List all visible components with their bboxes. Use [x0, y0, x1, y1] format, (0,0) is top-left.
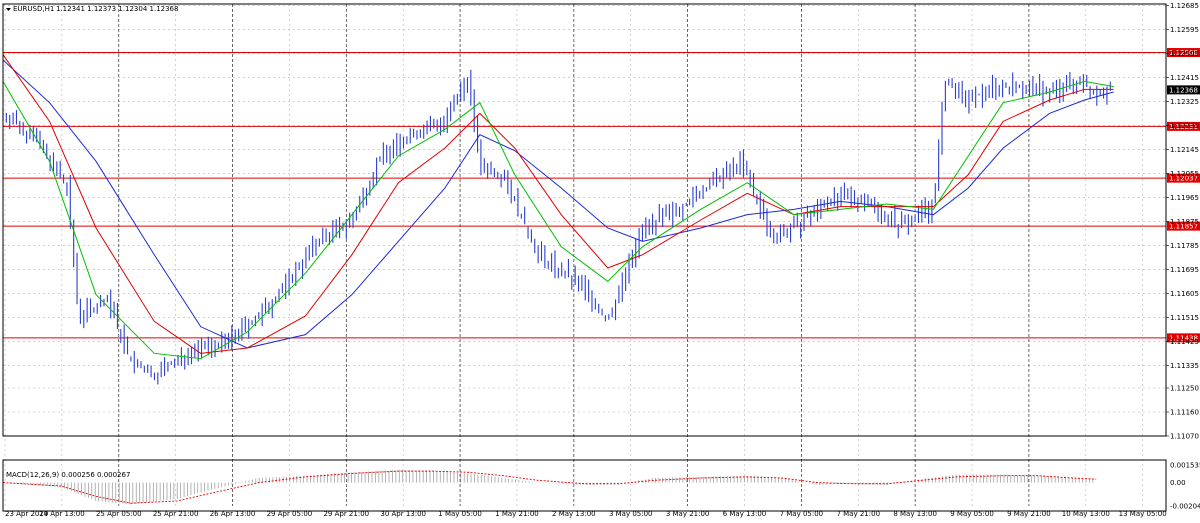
y-tick-label: 1.11785 — [1170, 242, 1199, 250]
y-tick-label: 1.11515 — [1170, 314, 1199, 322]
chart-header: EURUSD,H1 1.12341 1.12373 1.12304 1.1236… — [6, 5, 178, 13]
x-tick-label: 23 Apr 2019 — [5, 510, 48, 518]
macd-y-tick-label: -0.002041 — [1170, 503, 1200, 511]
ma-slow-line — [2, 59, 1114, 349]
level-tag-label: 1.12037 — [1169, 175, 1198, 183]
x-tick-label: 9 May 05:00 — [950, 510, 994, 518]
macd-title: MACD(12,26,9) 0.000256 0.000267 — [6, 471, 130, 479]
y-tick-label: 1.11160 — [1170, 409, 1199, 417]
price-panel-frame — [2, 3, 1167, 437]
level-tag-label: 1.12231 — [1169, 123, 1198, 131]
macd-panel-frame — [2, 459, 1167, 512]
macd-indicator — [2, 470, 1097, 505]
macd-signal-line — [2, 470, 1097, 504]
y-tick-label: 1.12415 — [1170, 74, 1199, 82]
x-tick-label: 25 Apr 21:00 — [153, 510, 199, 518]
macd-y-tick-label: 0.001535 — [1170, 462, 1200, 470]
x-tick-label: 1 May 05:00 — [438, 510, 482, 518]
x-tick-label: 1 May 21:00 — [495, 510, 539, 518]
x-tick-label: 24 Apr 13:00 — [39, 510, 85, 518]
ma-mid-line — [2, 54, 1114, 354]
ma-fast-line — [2, 80, 1114, 360]
price-candles — [2, 69, 1111, 385]
macd-y-tick-label: 0.00 — [1170, 479, 1186, 487]
level-tag — [1167, 121, 1200, 131]
y-tick-label: 1.11965 — [1170, 194, 1199, 202]
y-tick-label: 1.11425 — [1170, 338, 1199, 346]
level-tag — [1167, 173, 1200, 183]
level-tag — [1167, 333, 1200, 343]
y-tick-label: 1.11070 — [1170, 433, 1199, 441]
y-tick-label: 1.11875 — [1170, 218, 1199, 226]
y-tick-label: 1.12055 — [1170, 170, 1199, 178]
x-tick-label: 29 Apr 05:00 — [267, 510, 313, 518]
x-tick-label: 6 May 13:00 — [723, 510, 767, 518]
level-tag — [1167, 48, 1200, 58]
y-tick-label: 1.12595 — [1170, 26, 1199, 34]
level-tag-label: 1.11857 — [1169, 223, 1198, 231]
y-tick-label: 1.12145 — [1170, 146, 1199, 154]
y-tick-label: 1.12235 — [1170, 122, 1199, 130]
last-price-tag — [1167, 85, 1200, 95]
x-tick-label: 7 May 05:00 — [780, 510, 824, 518]
level-tag-label: 1.11438 — [1169, 334, 1198, 342]
x-tick-label: 29 Apr 21:00 — [323, 510, 369, 518]
x-tick-label: 7 May 21:00 — [836, 510, 880, 518]
last-price-label: 1.12368 — [1169, 86, 1198, 94]
symbol-label: EURUSD,H1 — [13, 5, 54, 13]
level-tag-label: 1.12508 — [1169, 49, 1198, 57]
x-tick-label: 26 Apr 13:00 — [210, 510, 256, 518]
x-tick-label: 30 Apr 13:00 — [380, 510, 426, 518]
triangle-down-icon[interactable] — [6, 8, 11, 11]
y-tick-label: 1.12685 — [1170, 2, 1199, 10]
ohlc-label: 1.12341 1.12373 1.12304 1.12368 — [56, 5, 178, 13]
x-tick-label: 3 May 05:00 — [609, 510, 653, 518]
level-tag — [1167, 221, 1200, 231]
y-tick-label: 1.11695 — [1170, 266, 1199, 274]
x-tick-label: 2 May 13:00 — [552, 510, 596, 518]
y-tick-label: 1.11605 — [1170, 290, 1199, 298]
y-tick-label: 1.11250 — [1170, 385, 1199, 393]
x-tick-label: 13 May 05:00 — [1119, 510, 1167, 518]
y-tick-label: 1.11335 — [1170, 362, 1199, 370]
x-tick-label: 3 May 21:00 — [666, 510, 710, 518]
x-tick-label: 9 May 21:00 — [1007, 510, 1051, 518]
y-tick-label: 1.12325 — [1170, 98, 1199, 106]
y-tick-label: 1.12505 — [1170, 50, 1199, 58]
x-tick-label: 10 May 13:00 — [1062, 510, 1110, 518]
x-tick-label: 25 Apr 05:00 — [96, 510, 142, 518]
moving-averages — [2, 54, 1114, 360]
x-tick-label: 8 May 13:00 — [893, 510, 937, 518]
horizontal-levels[interactable]: 1.12508 1.12231 1.12037 1.11857 1.11438 — [3, 48, 1200, 343]
gridlines — [3, 4, 1166, 506]
